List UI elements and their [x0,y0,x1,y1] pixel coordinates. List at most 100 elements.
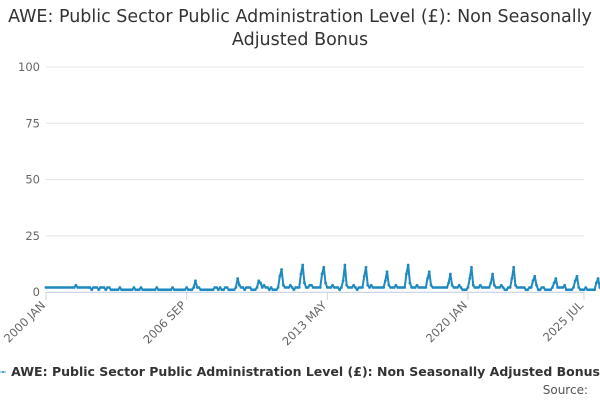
data-point[interactable] [216,288,220,292]
data-point[interactable] [107,286,111,289]
data-point[interactable] [447,281,451,285]
data-point[interactable] [292,288,296,292]
data-point[interactable] [290,286,294,289]
data-point[interactable] [197,286,201,289]
data-point[interactable] [394,283,398,287]
data-point[interactable] [118,286,122,289]
data-point[interactable] [288,283,292,287]
data-point[interactable] [238,283,241,287]
data-point[interactable] [464,288,468,292]
data-point[interactable] [299,272,303,276]
data-point[interactable] [405,272,408,276]
data-point[interactable] [505,288,509,292]
data-point[interactable] [234,286,238,289]
data-point[interactable] [331,283,334,287]
data-point[interactable] [552,281,556,285]
data-point[interactable] [262,283,266,287]
data-point[interactable] [538,288,542,292]
data-point[interactable] [153,288,157,292]
data-point[interactable] [408,281,412,285]
data-point[interactable] [526,288,530,292]
data-point[interactable] [366,283,370,287]
data-point[interactable] [102,286,106,289]
data-point[interactable] [572,286,575,289]
data-point[interactable] [466,286,470,289]
data-point[interactable] [514,283,517,287]
data-point[interactable] [487,286,491,289]
data-point[interactable] [392,286,396,289]
data-point[interactable] [260,286,264,289]
data-point[interactable] [339,286,343,289]
data-point[interactable] [478,283,482,287]
data-point[interactable] [241,286,245,289]
data-point[interactable] [301,263,305,267]
data-point[interactable] [116,288,120,292]
data-point[interactable] [338,288,342,292]
data-point[interactable] [424,286,428,289]
data-point[interactable] [549,288,552,292]
data-point[interactable] [522,286,526,289]
data-point[interactable] [276,286,280,289]
data-point[interactable] [257,279,261,283]
data-point[interactable] [354,286,357,289]
data-point[interactable] [310,283,313,287]
data-point[interactable] [248,286,252,289]
data-point[interactable] [456,286,459,289]
data-point[interactable] [297,286,301,289]
data-point[interactable] [382,286,385,289]
data-point[interactable] [542,286,545,289]
data-point[interactable] [385,270,389,274]
data-point[interactable] [501,286,505,289]
data-point[interactable] [429,283,433,287]
data-point[interactable] [274,288,278,292]
data-point[interactable] [594,281,598,285]
data-point[interactable] [499,283,503,287]
data-point[interactable] [183,288,187,292]
data-point[interactable] [426,277,429,280]
data-point[interactable] [445,286,449,289]
data-point[interactable] [287,286,291,289]
data-point[interactable] [570,288,574,292]
data-point[interactable] [561,286,565,289]
data-point[interactable] [350,286,354,289]
data-point[interactable] [324,281,327,285]
data-point[interactable] [531,279,535,283]
data-point[interactable] [596,277,600,280]
data-point[interactable] [361,286,364,289]
data-point[interactable] [406,263,410,267]
data-point[interactable] [185,286,189,289]
data-point[interactable] [194,279,197,283]
data-point[interactable] [577,286,581,289]
data-point[interactable] [413,286,417,289]
data-point[interactable] [593,288,596,292]
data-point[interactable] [508,286,512,289]
data-point[interactable] [215,286,218,289]
data-point[interactable] [470,265,473,269]
data-point[interactable] [459,286,463,289]
data-point[interactable] [355,288,359,292]
data-point[interactable] [222,288,225,292]
data-point[interactable] [236,277,240,280]
data-point[interactable] [211,288,215,292]
data-point[interactable] [533,274,537,278]
data-point[interactable] [303,281,306,285]
data-point[interactable] [563,283,567,287]
data-point[interactable] [74,283,78,287]
data-point[interactable] [278,274,282,278]
data-point[interactable] [468,277,472,280]
data-point[interactable] [512,265,516,269]
data-point[interactable] [535,283,538,287]
data-point[interactable] [343,263,347,267]
data-point[interactable] [306,286,310,289]
data-point[interactable] [341,279,345,283]
data-point[interactable] [232,288,236,292]
data-point[interactable] [137,288,141,292]
data-point[interactable] [364,265,368,269]
data-point[interactable] [269,286,273,289]
data-point[interactable] [320,272,324,276]
data-point[interactable] [243,288,247,292]
data-point[interactable] [192,286,196,289]
data-point[interactable] [281,283,285,287]
data-point[interactable] [492,283,496,287]
data-point[interactable] [573,279,577,283]
